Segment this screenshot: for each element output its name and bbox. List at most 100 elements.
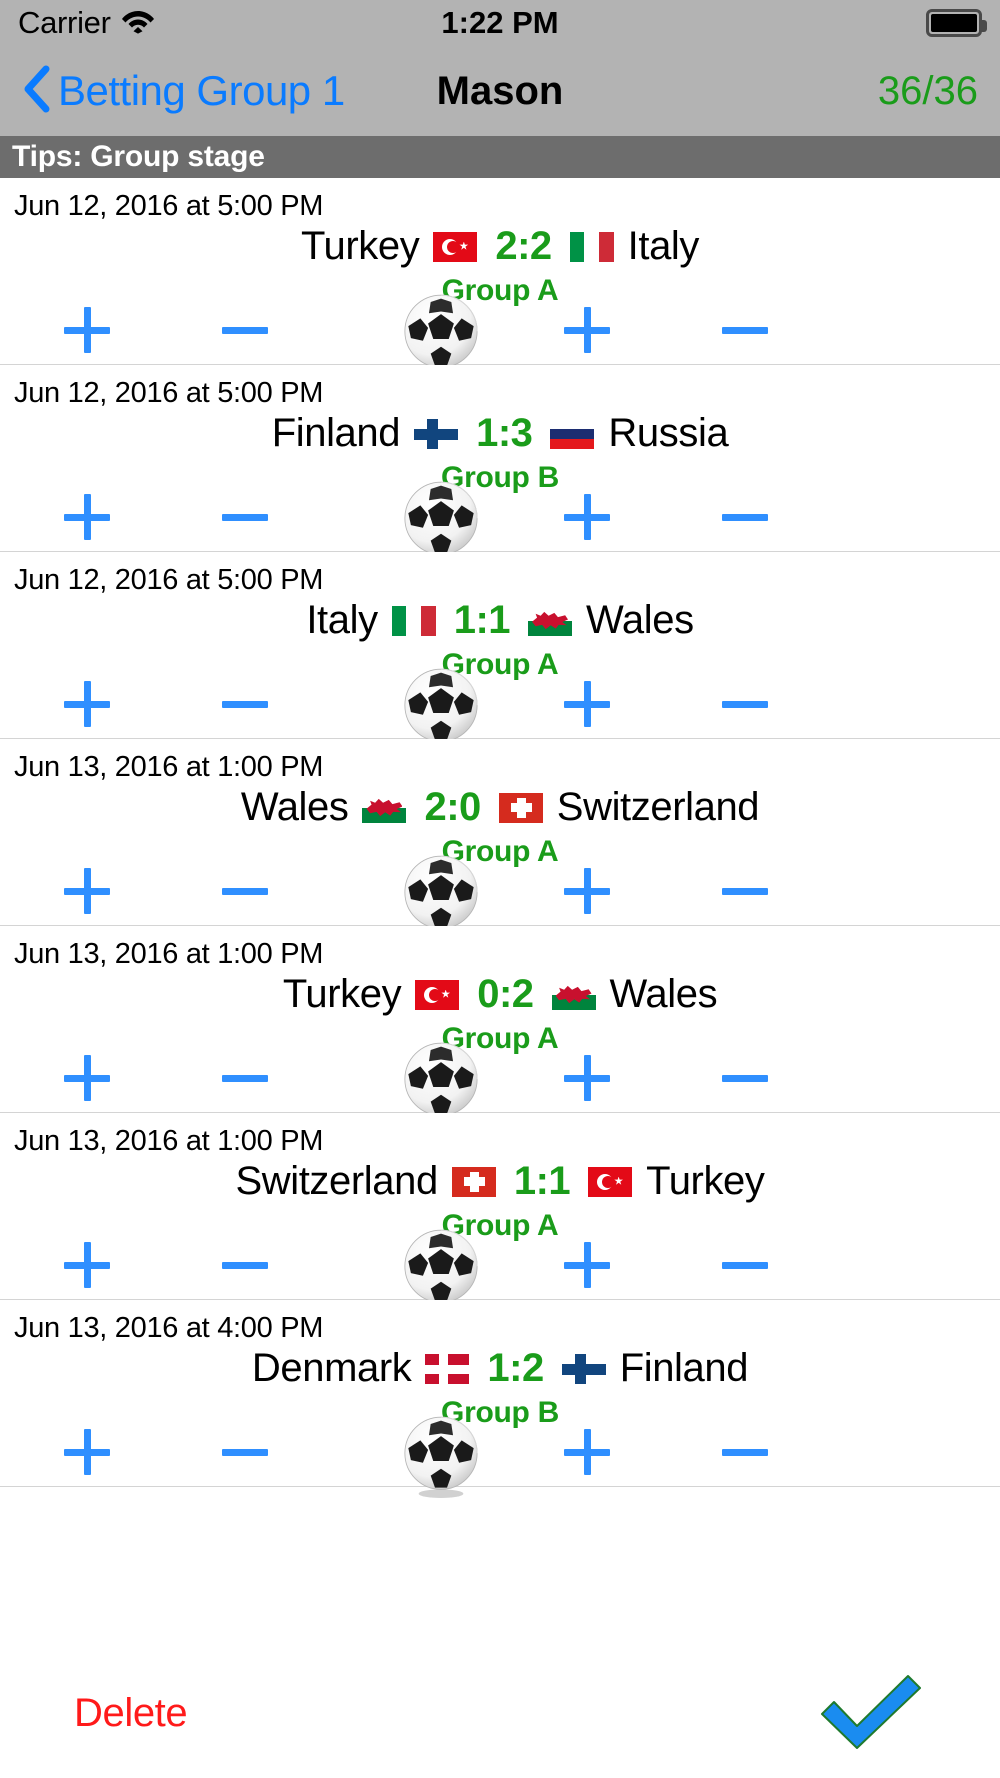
home-score-increment-button[interactable] <box>42 1233 132 1297</box>
wifi-icon <box>121 8 155 39</box>
match-teams: Switzerland 1:1 Turkey <box>0 1159 1000 1204</box>
match-teams: Finland 1:3 Russia <box>0 411 1000 456</box>
navigation-bar: Betting Group 1 Mason 36/36 <box>0 46 1000 136</box>
home-team-name: Switzerland <box>235 1159 438 1203</box>
match-teams: Turkey 2:2 Italy <box>0 224 1000 269</box>
plus-icon <box>64 1242 110 1288</box>
flag-italy-icon <box>569 231 614 262</box>
back-button-label: Betting Group 1 <box>58 67 345 114</box>
status-bar: Carrier 1:22 PM <box>0 0 1000 46</box>
score-steppers <box>0 672 1000 738</box>
home-score-increment-button[interactable] <box>42 485 132 549</box>
match-score: 1:1 <box>453 598 511 642</box>
score-steppers <box>0 1420 1000 1486</box>
table-row[interactable]: Jun 12, 2016 at 5:00 PM Italy 1:1 Wales Grou… <box>0 552 1000 750</box>
minus-icon <box>722 1261 768 1269</box>
confirm-button[interactable] <box>816 1672 926 1755</box>
home-score-decrement-button[interactable] <box>200 672 290 736</box>
table-row[interactable]: Jun 13, 2016 at 1:00 PM Turkey 0:2 Wales Gro… <box>0 926 1000 1124</box>
away-score-increment-button[interactable] <box>542 1046 632 1110</box>
match-teams: Italy 1:1 Wales <box>0 598 1000 643</box>
away-score-increment-button[interactable] <box>542 298 632 362</box>
home-score-increment-button[interactable] <box>42 1046 132 1110</box>
section-header-label: Tips: Group stage <box>12 140 265 173</box>
table-row[interactable]: Jun 12, 2016 at 5:00 PM Finland 1:3 Russia G… <box>0 365 1000 563</box>
soccer-ball-icon[interactable] <box>398 477 484 563</box>
status-bar-right <box>926 9 987 37</box>
away-score-decrement-button[interactable] <box>700 1420 790 1484</box>
away-team-name: Italy <box>627 224 700 268</box>
minus-icon <box>722 1448 768 1456</box>
away-score-increment-button[interactable] <box>542 1233 632 1297</box>
plus-icon <box>64 307 110 353</box>
score-steppers <box>0 1046 1000 1112</box>
home-score-decrement-button[interactable] <box>200 1420 290 1484</box>
soccer-ball-icon[interactable] <box>398 1225 484 1311</box>
flag-turkey-icon <box>415 979 460 1010</box>
table-row[interactable]: Jun 13, 2016 at 1:00 PM Wales 2:0 Switzerla… <box>0 739 1000 937</box>
match-datetime: Jun 13, 2016 at 1:00 PM <box>14 1125 324 1157</box>
table-row[interactable]: Jun 12, 2016 at 5:00 PM Turkey 2:2 Italy Gro… <box>0 178 1000 376</box>
plus-icon <box>564 1429 610 1475</box>
minus-icon <box>222 326 268 334</box>
home-score-increment-button[interactable] <box>42 859 132 923</box>
tips-count-badge[interactable]: 36/36 <box>877 68 978 113</box>
away-score-decrement-button[interactable] <box>700 1233 790 1297</box>
match-datetime: Jun 12, 2016 at 5:00 PM <box>14 564 324 596</box>
soccer-ball-icon[interactable] <box>398 290 484 376</box>
home-score-decrement-button[interactable] <box>200 859 290 923</box>
score-steppers <box>0 298 1000 364</box>
away-score-decrement-button[interactable] <box>700 1046 790 1110</box>
home-score-decrement-button[interactable] <box>200 298 290 362</box>
home-team-name: Italy <box>306 598 378 642</box>
minus-icon <box>722 513 768 521</box>
soccer-ball-icon[interactable] <box>398 851 484 937</box>
minus-icon <box>222 1261 268 1269</box>
away-score-increment-button[interactable] <box>542 485 632 549</box>
plus-icon <box>564 1055 610 1101</box>
away-score-increment-button[interactable] <box>542 1420 632 1484</box>
flag-finland-icon <box>561 1353 606 1384</box>
match-teams: Turkey 0:2 Wales <box>0 972 1000 1017</box>
flag-wales-icon <box>551 979 596 1010</box>
plus-icon <box>564 1242 610 1288</box>
soccer-ball-icon[interactable] <box>398 1038 484 1124</box>
match-datetime: Jun 12, 2016 at 5:00 PM <box>14 190 324 222</box>
home-score-decrement-button[interactable] <box>200 1233 290 1297</box>
table-row[interactable]: Jun 13, 2016 at 1:00 PM Switzerland 1:1 Tur… <box>0 1113 1000 1311</box>
home-score-decrement-button[interactable] <box>200 485 290 549</box>
away-score-increment-button[interactable] <box>542 672 632 736</box>
away-score-decrement-button[interactable] <box>700 485 790 549</box>
battery-cap <box>981 20 987 32</box>
home-score-increment-button[interactable] <box>42 672 132 736</box>
away-score-decrement-button[interactable] <box>700 859 790 923</box>
home-score-decrement-button[interactable] <box>200 1046 290 1110</box>
match-score: 1:1 <box>513 1159 571 1203</box>
away-score-decrement-button[interactable] <box>700 298 790 362</box>
battery-fill <box>931 14 977 32</box>
delete-button[interactable]: Delete <box>74 1690 188 1735</box>
home-team-name: Turkey <box>300 224 420 268</box>
away-team-name: Turkey <box>646 1159 765 1203</box>
away-score-increment-button[interactable] <box>542 859 632 923</box>
flag-turkey-icon <box>433 231 478 262</box>
match-score: 1:2 <box>487 1346 544 1390</box>
flag-finland-icon <box>414 418 459 449</box>
soccer-ball-icon[interactable] <box>398 1412 484 1498</box>
away-team-name: Switzerland <box>556 785 760 829</box>
home-score-increment-button[interactable] <box>42 298 132 362</box>
home-team-name: Denmark <box>251 1346 412 1390</box>
soccer-ball-icon[interactable] <box>398 664 484 750</box>
plus-icon <box>64 868 110 914</box>
score-steppers <box>0 859 1000 925</box>
away-score-decrement-button[interactable] <box>700 672 790 736</box>
carrier-label: Carrier <box>18 5 111 40</box>
plus-icon <box>64 494 110 540</box>
back-button[interactable]: Betting Group 1 <box>22 65 345 118</box>
match-list[interactable]: Jun 12, 2016 at 5:00 PM Turkey 2:2 Italy Gro… <box>0 178 1000 1648</box>
match-score: 1:3 <box>476 411 533 455</box>
away-team-name: Wales <box>609 972 718 1016</box>
table-row[interactable]: Jun 13, 2016 at 4:00 PM Denmark 1:2 Finland… <box>0 1300 1000 1498</box>
home-score-increment-button[interactable] <box>42 1420 132 1484</box>
minus-icon <box>722 887 768 895</box>
